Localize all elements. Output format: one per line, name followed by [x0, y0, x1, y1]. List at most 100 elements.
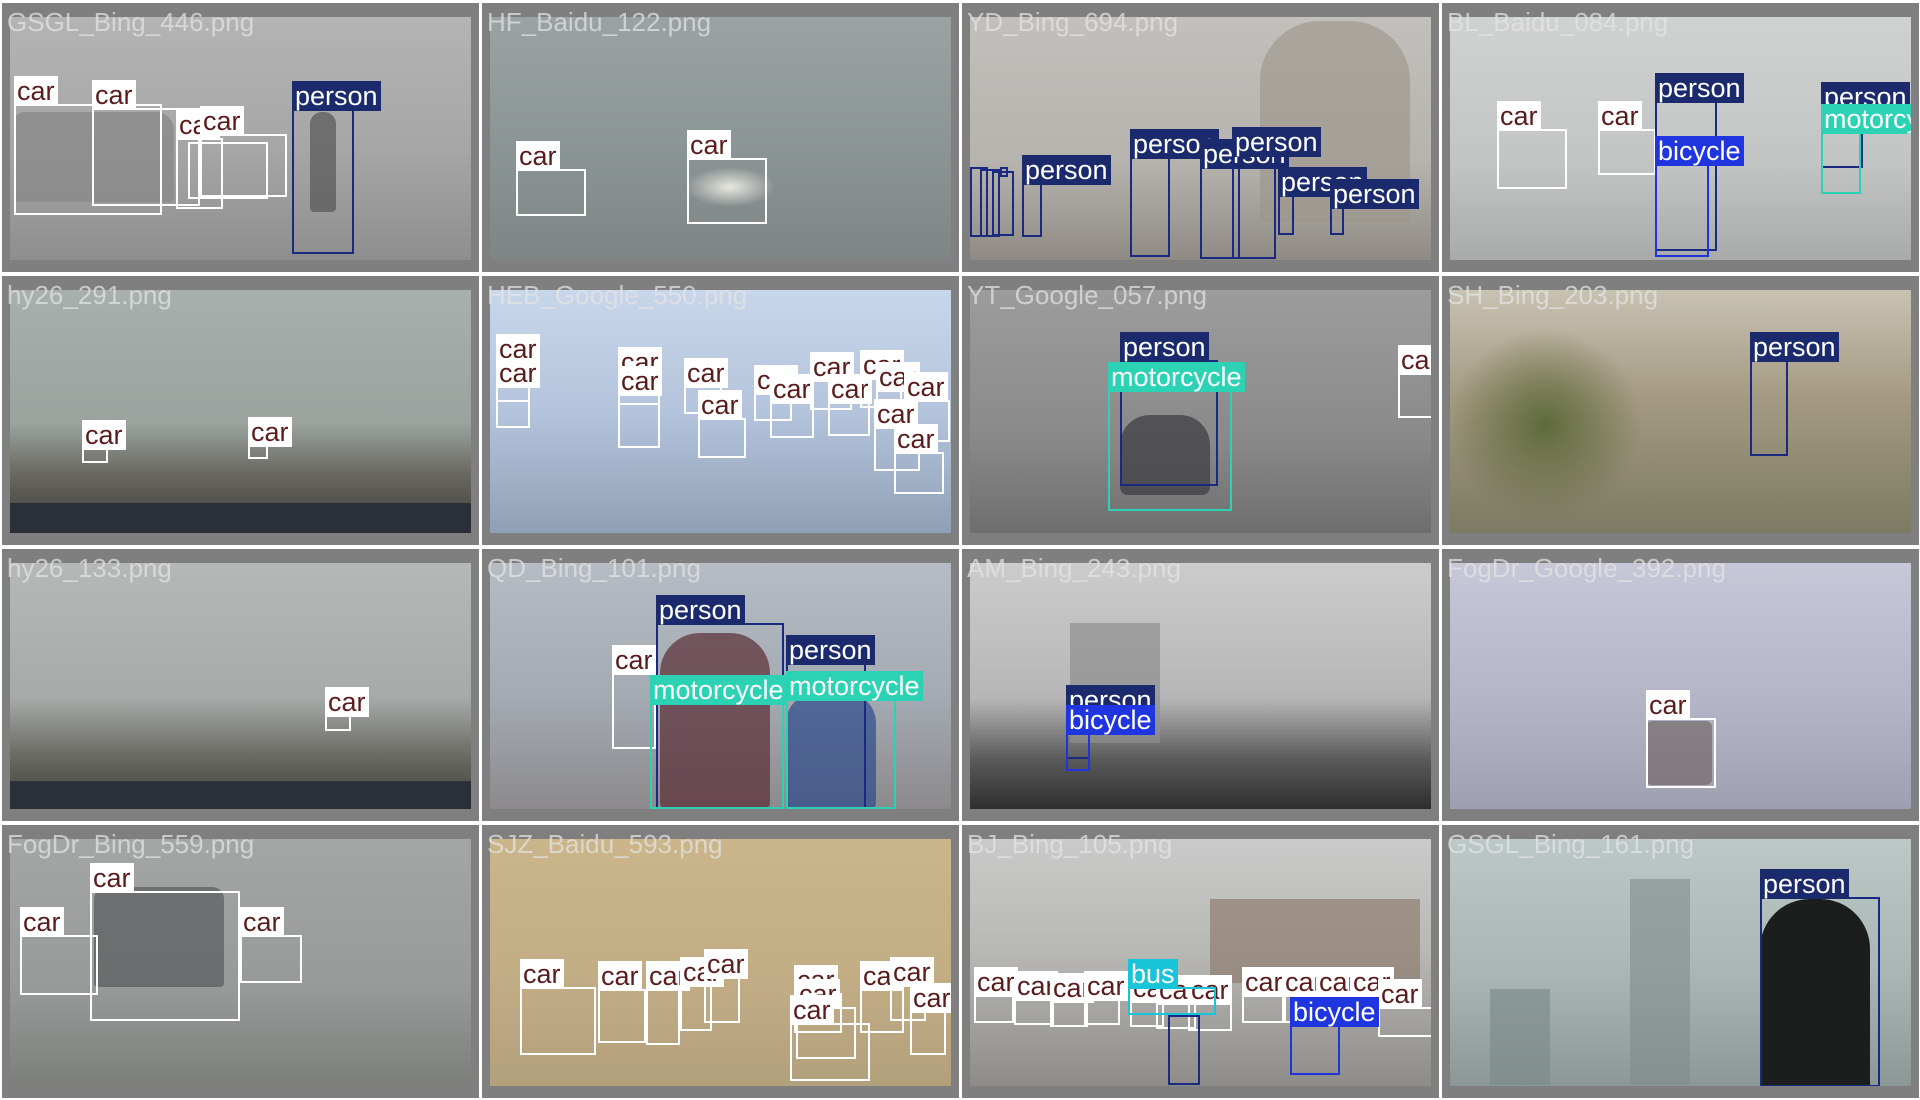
- image-filename: SH_Bing_203.png: [1447, 280, 1659, 310]
- detection-box: car: [1084, 971, 1128, 1025]
- detection-label: car: [904, 372, 948, 402]
- tree-shape: [1450, 330, 1640, 520]
- image-filename: BL_Baidu_084.png: [1447, 7, 1669, 37]
- detection-label: motorcycle: [786, 671, 923, 701]
- detection-label: car: [520, 959, 564, 989]
- detection-box: person: [1168, 1015, 1200, 1085]
- image-tile: car car car car car car car car car car …: [962, 825, 1439, 1098]
- detection-label: car: [1598, 101, 1642, 131]
- image-tile: person motorcycle car YT_Google_057.png: [962, 276, 1439, 545]
- detection-label: car: [974, 967, 1018, 997]
- image-filename: HEB_Google_550.png: [487, 280, 748, 310]
- detection-box: person: [1750, 332, 1839, 456]
- detection-box: car: [894, 424, 944, 494]
- photo: car car car car car person: [10, 17, 471, 260]
- image-filename: QD_Bing_101.png: [487, 553, 701, 583]
- detection-box: car: [1598, 101, 1656, 175]
- detection-box: motorcycle: [1108, 362, 1245, 511]
- building-shape: [1490, 989, 1550, 1085]
- suv-shape: [94, 887, 224, 987]
- detection-label: bicycle: [1290, 997, 1379, 1027]
- bus-shape: [1646, 721, 1712, 785]
- image-tile: car hy26_133.png: [2, 549, 479, 821]
- detection-box: car: [1398, 345, 1431, 418]
- detection-box: person: [1232, 127, 1321, 259]
- photo: car car: [490, 17, 951, 260]
- detection-box: car: [1050, 973, 1094, 1027]
- detection-label: car: [240, 907, 284, 937]
- photo: car car car car car car car car car car …: [970, 839, 1431, 1086]
- detection-label: person: [656, 595, 745, 625]
- detection-label: car: [894, 424, 938, 454]
- detection-label: person: [1232, 127, 1321, 157]
- image-filename: BJ_Bing_105.png: [967, 829, 1173, 859]
- detection-label: car: [790, 995, 834, 1025]
- photo: car car car: [10, 839, 471, 1086]
- detection-box: car: [248, 417, 292, 459]
- detection-box: motorcycle: [650, 675, 787, 809]
- detection-box: car: [612, 645, 656, 749]
- detection-box: car: [520, 959, 596, 1055]
- detection-label: person: [1120, 332, 1209, 362]
- photo: car: [10, 563, 471, 809]
- detection-box: car: [646, 961, 690, 1045]
- detection-label: car: [890, 957, 934, 987]
- detection-box: car: [974, 967, 1018, 1023]
- detection-label: person: [292, 81, 381, 111]
- photo: person person car motorcycle motorcycle: [490, 563, 951, 809]
- person-silhouette: [1760, 899, 1870, 1085]
- detection-box: car: [188, 142, 268, 199]
- detection-label: car: [90, 863, 134, 893]
- detection-box: motorcycle: [1821, 104, 1911, 194]
- image-filename: FogDr_Bing_559.png: [7, 829, 255, 859]
- photo: car car person bicycle person motorcycle: [1450, 17, 1911, 260]
- detection-label: car: [1398, 345, 1431, 375]
- image-tile: car car hy26_291.png: [2, 276, 479, 545]
- detection-label: motorcycle: [1821, 104, 1911, 134]
- detection-box: person: [1120, 332, 1218, 486]
- detection-box: person: [1760, 869, 1880, 1086]
- detection-box: car: [790, 995, 870, 1081]
- suv-shape: [14, 112, 174, 202]
- detection-box: car: [20, 907, 98, 995]
- image-tile: car car HF_Baidu_122.png: [482, 3, 959, 272]
- detection-box: bicycle: [1066, 705, 1155, 771]
- detection-box: person: [980, 169, 1000, 237]
- detection-box: car: [516, 141, 586, 216]
- detection-box: person: [1000, 167, 1008, 177]
- detection-box: person: [1655, 73, 1744, 251]
- photo: person: [1450, 839, 1911, 1086]
- detection-label: car: [82, 420, 126, 450]
- detection-box: person: [992, 171, 1014, 236]
- detection-box: car: [1188, 975, 1232, 1031]
- image-filename: HF_Baidu_122.png: [487, 7, 712, 37]
- detection-box: bicycle: [1290, 997, 1379, 1075]
- detection-label: car: [92, 80, 136, 110]
- detection-box: car: [82, 420, 126, 463]
- detection-label: car: [910, 983, 951, 1013]
- image-tile: car car car FogDr_Bing_559.png: [2, 825, 479, 1098]
- dashboard-shape: [10, 503, 471, 533]
- detection-label: car: [14, 76, 58, 106]
- image-tile: car car car car car car car car car car …: [482, 276, 959, 545]
- detection-label: car: [325, 687, 369, 717]
- detection-box: car: [1497, 101, 1567, 189]
- detection-label: car: [618, 366, 662, 396]
- detection-box: motorcycle: [786, 671, 923, 809]
- detection-label: car: [496, 358, 540, 388]
- detection-label: car: [1188, 975, 1232, 1005]
- detection-box: person: [1278, 167, 1367, 235]
- image-filename: FogDr_Google_392.png: [1447, 553, 1726, 583]
- detection-label: motorcycle: [1108, 362, 1245, 392]
- detection-box: car: [90, 863, 240, 1021]
- detection-box: person: [970, 167, 988, 237]
- detection-box: car: [1646, 690, 1716, 788]
- detection-box: car: [1378, 979, 1431, 1037]
- photo: car car car car car car car car car car …: [490, 290, 951, 533]
- image-filename: YT_Google_057.png: [967, 280, 1207, 310]
- photo: person person person person person perso…: [970, 17, 1431, 260]
- detection-box: car: [14, 76, 162, 215]
- photo: person motorcycle car: [970, 290, 1431, 533]
- detection-label: bus: [1128, 959, 1178, 989]
- detection-label: car: [1646, 690, 1690, 720]
